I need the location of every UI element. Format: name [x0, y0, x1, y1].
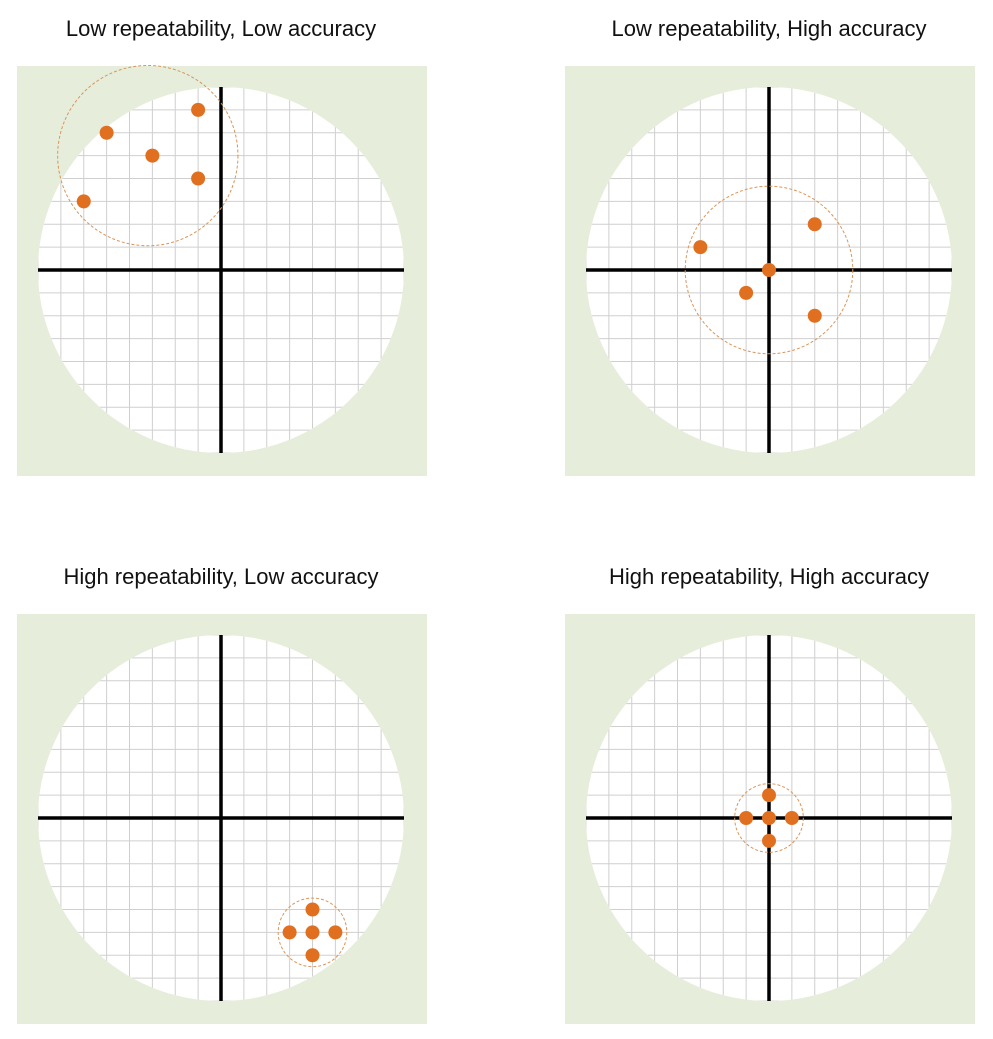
panel-title: Low repeatability, Low accuracy [66, 16, 376, 41]
point [305, 948, 320, 963]
spread-circle [277, 897, 348, 968]
point [328, 925, 343, 940]
point [305, 902, 320, 917]
point [305, 925, 320, 940]
point [145, 148, 160, 163]
panel-title: High repeatability, High accuracy [609, 564, 929, 589]
point [762, 833, 776, 848]
spread-circle [734, 783, 804, 853]
panel-title: Low repeatability, High accuracy [611, 16, 926, 41]
point [784, 811, 799, 825]
point [99, 125, 114, 140]
point [807, 217, 822, 232]
point [739, 285, 754, 300]
point [762, 811, 776, 825]
point [191, 102, 206, 117]
point [191, 171, 206, 186]
panel: High repeatability, Low accuracy [17, 564, 427, 1024]
point [282, 925, 297, 940]
panel: High repeatability, High accuracy [565, 564, 975, 1024]
point [762, 788, 776, 803]
point [739, 811, 754, 825]
point [693, 240, 708, 255]
spread-circle [57, 64, 239, 247]
point [762, 263, 776, 277]
panel: Low repeatability, Low accuracy [17, 16, 427, 476]
panel-title: High repeatability, Low accuracy [63, 564, 378, 589]
point [807, 308, 822, 323]
panel: Low repeatability, High accuracy [565, 16, 975, 476]
point [76, 194, 91, 209]
spread-circle [684, 185, 854, 355]
